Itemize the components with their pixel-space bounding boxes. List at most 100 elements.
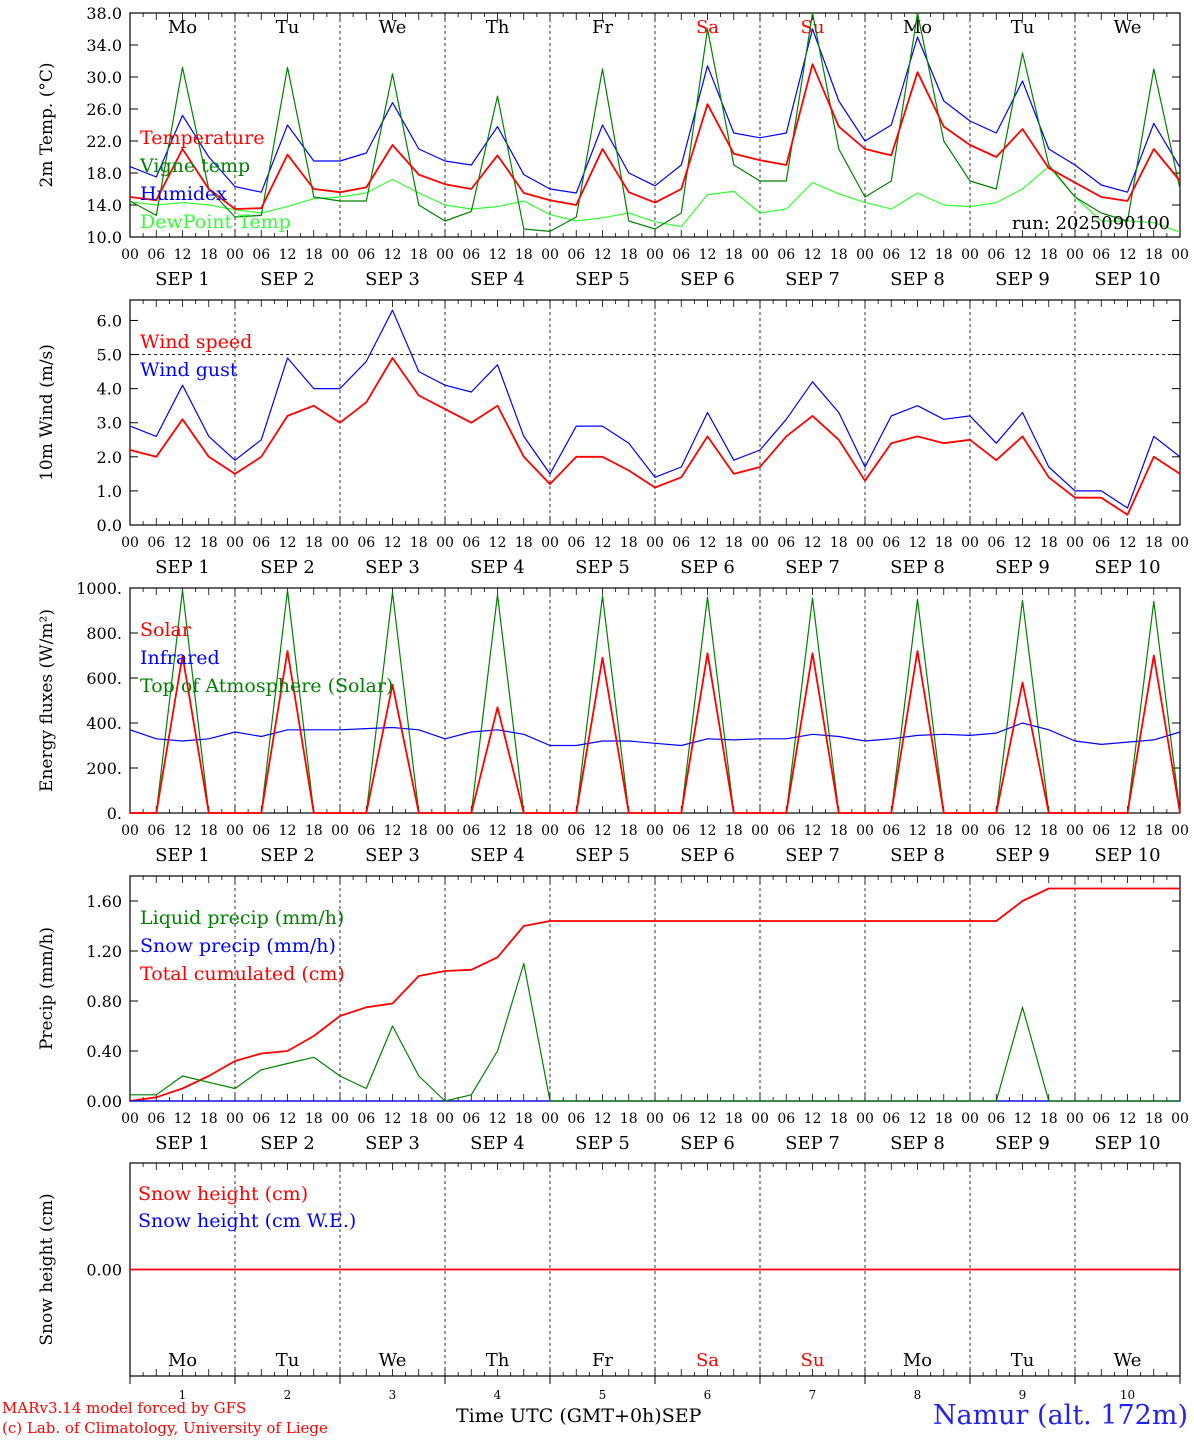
legend-label: Temperature (140, 127, 264, 149)
legend-label: Solar (140, 619, 192, 641)
x-tick-label: 18 (305, 535, 323, 551)
legend-label: Infrared (140, 647, 220, 669)
y-tick-label: 800. (86, 624, 122, 643)
x-tick-label: 06 (882, 535, 900, 551)
x-tick-label: 18 (200, 535, 218, 551)
x-tick-label: 06 (147, 247, 165, 263)
x-tick-label: 00 (121, 1111, 139, 1127)
y-tick-label: 0.80 (86, 992, 122, 1011)
x-tick-label: 00 (1171, 1111, 1189, 1127)
day-of-week-label: Tu (1011, 17, 1035, 38)
legend-label: Top of Atmosphere (Solar) (140, 675, 393, 697)
x-axis-title: Time UTC (GMT+0h)SEP (456, 1405, 701, 1427)
y-tick-label: 22.0 (86, 132, 122, 151)
x-tick-label: 18 (935, 535, 953, 551)
x-tick-label: 18 (725, 247, 743, 263)
x-tick-label: 12 (804, 823, 822, 839)
date-label: SEP 10 (1094, 1133, 1160, 1154)
x-tick-label: 12 (1119, 1111, 1137, 1127)
day-of-week-label: Mo (168, 17, 197, 38)
date-label: SEP 6 (680, 1133, 735, 1154)
x-tick-label: 18 (305, 247, 323, 263)
x-tick-label: 18 (200, 823, 218, 839)
date-label: SEP 10 (1094, 845, 1160, 866)
y-axis-label-snow: Snow height (cm) (37, 1193, 57, 1345)
legend-label: Wind speed (140, 331, 252, 353)
x-tick-label: 00 (961, 247, 979, 263)
x-tick-label: 06 (882, 1111, 900, 1127)
date-label: SEP 6 (680, 557, 735, 578)
x-tick-label: 06 (357, 535, 375, 551)
y-tick-label: 2.0 (97, 448, 122, 467)
x-tick-label: 00 (961, 823, 979, 839)
x-tick-label: 00 (1066, 823, 1084, 839)
x-tick-label: 18 (1040, 535, 1058, 551)
day-number-label: 9 (1019, 1388, 1027, 1402)
legend-label: DewPoint Temp (140, 211, 291, 233)
date-label: SEP 6 (680, 269, 735, 290)
series-line-top-of-atmosphere-solar- (130, 589, 1181, 814)
x-tick-label: 18 (305, 1111, 323, 1127)
date-label: SEP 5 (575, 1133, 630, 1154)
date-label: SEP 8 (890, 845, 945, 866)
x-tick-label: 00 (541, 535, 559, 551)
day-of-week-label: Th (486, 17, 510, 38)
station-name: Namur (alt. 172m) (932, 1400, 1188, 1431)
date-label: SEP 4 (470, 269, 525, 290)
x-tick-label: 06 (567, 535, 585, 551)
day-number-label: 1 (179, 1388, 187, 1402)
x-tick-label: 12 (699, 823, 717, 839)
y-tick-label: 0.00 (86, 1261, 122, 1280)
date-label: SEP 4 (470, 1133, 525, 1154)
date-label: SEP 3 (365, 557, 420, 578)
x-tick-label: 06 (252, 247, 270, 263)
x-tick-label: 12 (384, 823, 402, 839)
y-axis-label-energy: Energy fluxes (W/m²) (37, 609, 57, 792)
y-tick-label: 6.0 (97, 311, 122, 330)
day-of-week-label: We (379, 1350, 407, 1371)
x-tick-label: 12 (279, 1111, 297, 1127)
x-tick-label: 00 (646, 247, 664, 263)
y-tick-label: 200. (86, 759, 122, 778)
x-tick-label: 18 (935, 1111, 953, 1127)
x-tick-label: 00 (226, 247, 244, 263)
x-tick-label: 00 (856, 247, 874, 263)
x-tick-label: 00 (541, 823, 559, 839)
x-tick-label: 18 (515, 1111, 533, 1127)
x-tick-label: 18 (515, 535, 533, 551)
x-tick-label: 12 (1119, 535, 1137, 551)
x-tick-label: 12 (1014, 247, 1032, 263)
day-of-week-label: Tu (276, 1350, 300, 1371)
legend-label: Total cumulated (cm) (140, 963, 345, 985)
x-tick-label: 12 (804, 247, 822, 263)
x-tick-label: 06 (252, 823, 270, 839)
legend-label: Snow height (cm W.E.) (138, 1210, 356, 1232)
x-tick-label: 06 (357, 823, 375, 839)
date-label: SEP 1 (155, 269, 210, 290)
legend-label: Vigne temp (139, 155, 250, 177)
x-tick-label: 12 (174, 823, 192, 839)
x-tick-label: 00 (436, 1111, 454, 1127)
day-of-week-label: Sa (696, 17, 719, 38)
run-label: run: 2025090100 (1012, 213, 1170, 234)
day-of-week-label: Fr (592, 1350, 613, 1371)
day-number-label: 2 (284, 1388, 292, 1402)
x-tick-label: 12 (909, 247, 927, 263)
x-tick-label: 18 (830, 535, 848, 551)
copyright-credit: (c) Lab. of Climatology, University of L… (2, 1419, 328, 1437)
x-tick-label: 18 (620, 247, 638, 263)
x-tick-label: 18 (1040, 823, 1058, 839)
x-tick-label: 18 (830, 823, 848, 839)
model-credit: MARv3.14 model forced by GFS (2, 1399, 247, 1417)
x-tick-label: 00 (331, 1111, 349, 1127)
date-label: SEP 2 (260, 845, 315, 866)
x-tick-label: 12 (699, 247, 717, 263)
series-line-vigne-temp (129, 12, 1181, 232)
series-line-temperature (129, 63, 1181, 210)
y-tick-label: 0.00 (86, 1092, 122, 1111)
x-tick-label: 18 (515, 247, 533, 263)
x-tick-label: 00 (331, 247, 349, 263)
x-tick-label: 06 (462, 535, 480, 551)
x-tick-label: 06 (567, 247, 585, 263)
x-axis-month: SEP (661, 1405, 702, 1427)
